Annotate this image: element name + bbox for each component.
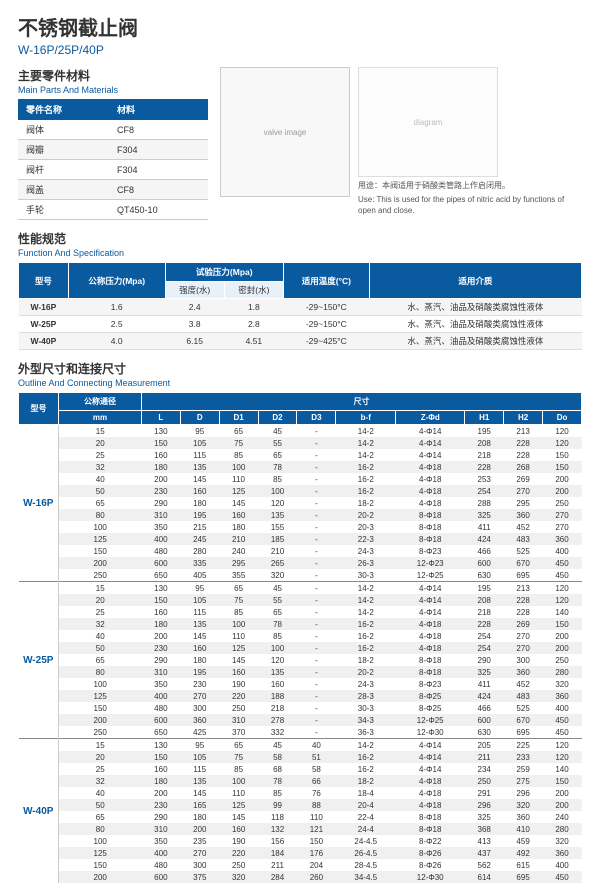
dim-model: W-40P bbox=[19, 739, 59, 884]
materials-table: 零件名称材料 阀体CF8阀瓣F304阀杆F304阀盖CF8手轮QT450-10 bbox=[18, 99, 208, 220]
dim-model: W-16P bbox=[19, 425, 59, 582]
valve-photo: valve image bbox=[220, 67, 350, 197]
dim-model: W-25P bbox=[19, 582, 59, 739]
dim-table: 型号 公称通径 尺寸 mmLDD1D2D3b-fZ-ΦdH1H2Do W-16P… bbox=[18, 392, 582, 883]
spec-table: 型号 公称压力(Mpa) 试验压力(Mpa) 适用温度(°C) 适用介质 强度(… bbox=[18, 262, 582, 350]
use-cn: 用途：本阀适用于硝酸类管路上作启闭用。 bbox=[358, 181, 582, 191]
dim-sec-en: Outline And Connecting Measurement bbox=[18, 378, 582, 388]
valve-diagram: diagram bbox=[358, 67, 498, 177]
dim-sec-cn: 外型尺寸和连接尺寸 bbox=[18, 360, 582, 377]
mat-sec-en: Main Parts And Materials bbox=[18, 85, 208, 95]
title-cn: 不锈钢截止阀 bbox=[18, 12, 582, 41]
title-en: W-16P/25P/40P bbox=[18, 43, 582, 57]
mat-sec-cn: 主要零件材料 bbox=[18, 67, 208, 84]
use-en: Use: This is used for the pipes of nitri… bbox=[358, 195, 582, 216]
spec-sec-en: Function And Specification bbox=[18, 248, 582, 258]
spec-sec-cn: 性能规范 bbox=[18, 230, 582, 247]
